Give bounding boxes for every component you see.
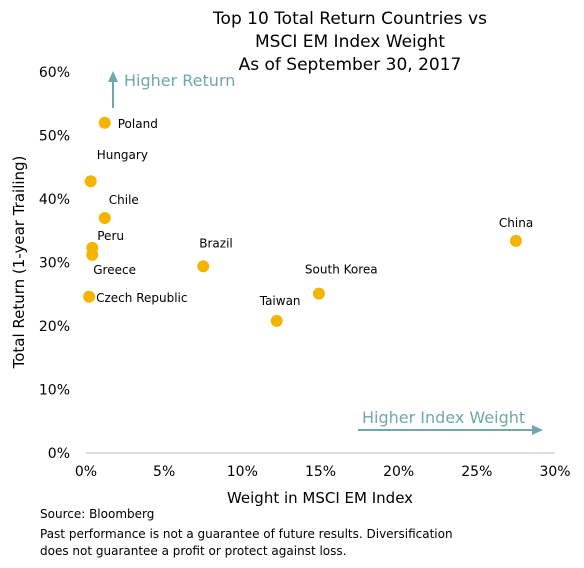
y-tick-label: 30%	[39, 256, 70, 272]
x-tick-label: 25%	[461, 464, 492, 480]
disclaimer-line-2: does not guarantee a profit or protect a…	[40, 544, 347, 558]
right-arrow-icon	[532, 425, 543, 435]
y-tick-label: 10%	[39, 383, 70, 399]
point-china	[509, 234, 522, 247]
point-poland	[98, 116, 111, 129]
point-label-greece: Greece	[93, 263, 136, 277]
y-tick-label: 0%	[48, 446, 70, 462]
chart-title-line-2: MSCI EM Index Weight	[255, 32, 445, 52]
y-tick-label: 60%	[39, 65, 70, 81]
x-tick-label: 30%	[539, 464, 570, 480]
chart-title-line-1: Top 10 Total Return Countries vs	[212, 9, 487, 29]
point-label-china: China	[499, 216, 533, 230]
chart-title-line-3: As of September 30, 2017	[239, 55, 462, 75]
scatter-chart: Top 10 Total Return Countries vs MSCI EM…	[10, 9, 571, 507]
disclaimer-line-1: Past performance is not a guarantee of f…	[40, 527, 453, 541]
point-greece	[86, 248, 99, 261]
y-tick-label: 50%	[39, 129, 70, 145]
point-hungary	[84, 175, 97, 188]
data-points	[83, 116, 522, 327]
point-label-hungary: Hungary	[97, 148, 148, 162]
x-tick-label: 10%	[227, 464, 258, 480]
point-label-poland: Poland	[118, 117, 158, 131]
higher-return-annotation: Higher Return	[108, 71, 235, 108]
point-label-peru: Peru	[97, 229, 124, 243]
chart-title: Top 10 Total Return Countries vs MSCI EM…	[212, 9, 487, 75]
higher-return-label: Higher Return	[124, 71, 235, 90]
point-taiwan	[270, 314, 283, 327]
higher-weight-annotation: Higher Index Weight	[358, 408, 543, 435]
point-label-south-korea: South Korea	[305, 263, 378, 277]
point-south-korea	[312, 287, 325, 300]
point-brazil	[197, 260, 210, 273]
higher-weight-label: Higher Index Weight	[362, 408, 525, 427]
data-point-labels: Poland Hungary Chile Peru Greece Czech Republ…	[93, 117, 533, 308]
y-axis-title: Total Return (1-year Trailing)	[10, 156, 28, 370]
point-label-chile: Chile	[109, 193, 139, 207]
x-tick-label: 15%	[305, 464, 336, 480]
x-tick-label: 5%	[153, 464, 175, 480]
y-axis-ticks: 0% 10% 20% 30% 40% 50% 60%	[39, 65, 70, 462]
y-tick-label: 40%	[39, 192, 70, 208]
point-label-taiwan: Taiwan	[259, 294, 301, 308]
point-label-brazil: Brazil	[199, 236, 233, 250]
point-czech-republic	[83, 290, 96, 303]
x-axis-title: Weight in MSCI EM Index	[227, 489, 413, 507]
source-note: Source: Bloomberg	[40, 507, 155, 521]
x-axis-ticks: 0% 5% 10% 15% 20% 25% 30%	[75, 464, 571, 480]
up-arrow-icon	[108, 71, 118, 82]
y-tick-label: 20%	[39, 319, 70, 335]
point-chile	[98, 212, 111, 225]
x-tick-label: 20%	[383, 464, 414, 480]
point-label-czech-republic: Czech Republic	[96, 291, 187, 305]
x-tick-label: 0%	[75, 464, 97, 480]
